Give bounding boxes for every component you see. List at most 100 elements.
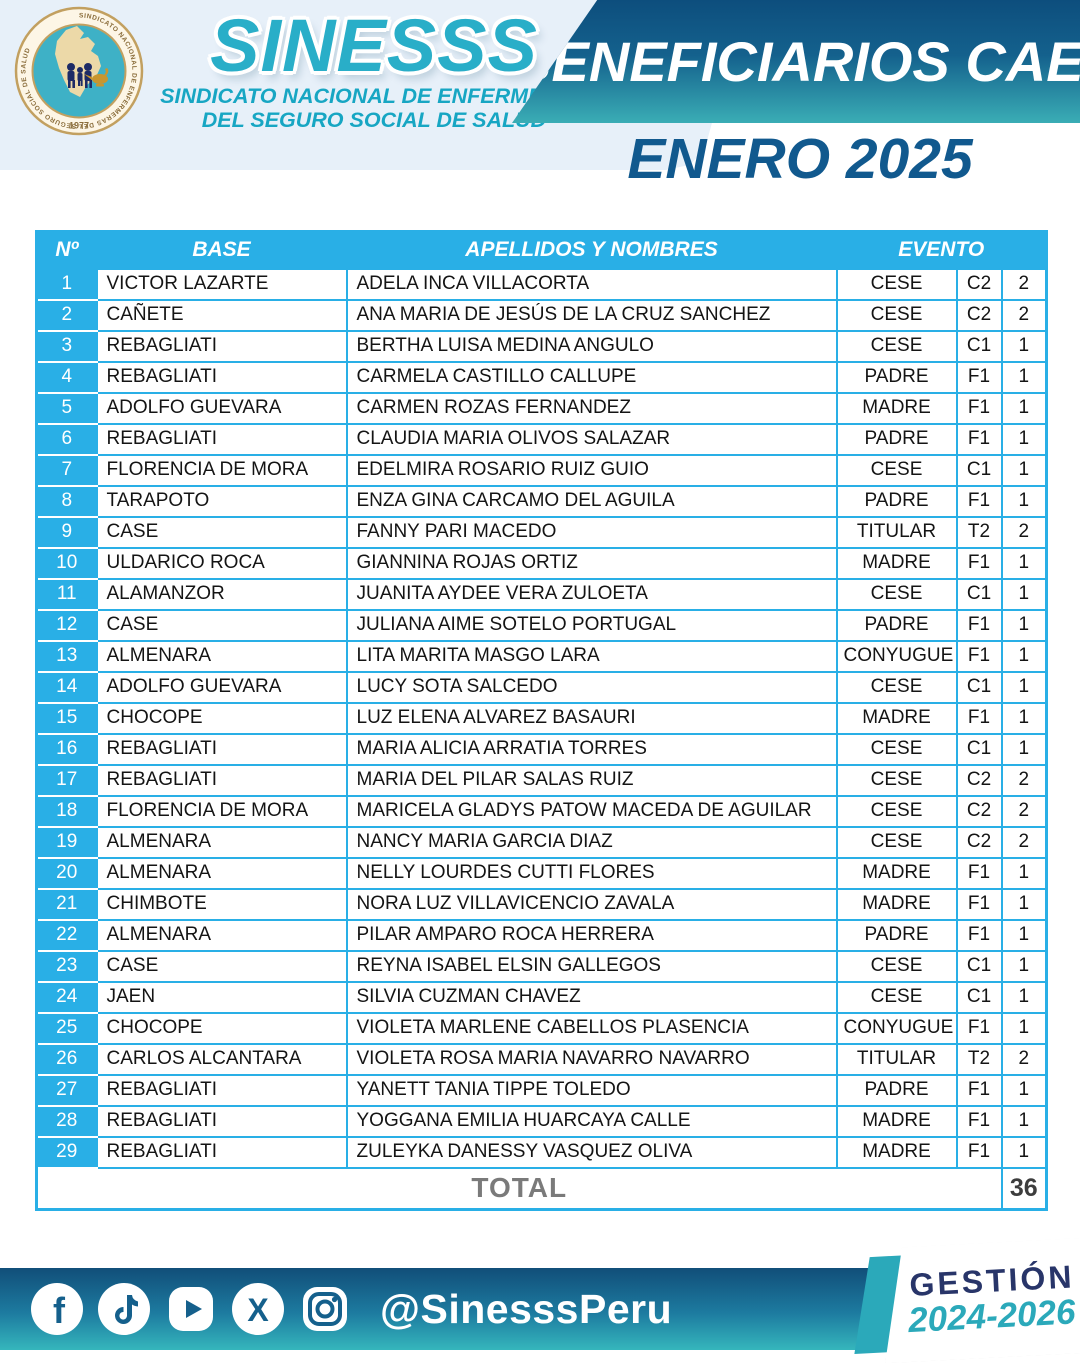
cell-numero: 15	[35, 701, 98, 735]
cell-codigo: F1	[955, 391, 1003, 425]
cell-cantidad: 1	[1000, 980, 1048, 1014]
cell-codigo: F1	[955, 1011, 1003, 1045]
cell-base: ADOLFO GUEVARA	[95, 391, 348, 425]
cell-nombre: CARMEN ROZAS FERNANDEZ	[345, 391, 838, 425]
cell-codigo: C1	[955, 329, 1003, 363]
cell-evento: CESE	[835, 298, 958, 332]
cell-codigo: C2	[955, 794, 1003, 828]
cell-codigo: C2	[955, 298, 1003, 332]
cell-numero: 11	[35, 577, 98, 611]
cell-cantidad: 2	[1000, 267, 1048, 301]
cell-evento: PADRE	[835, 918, 958, 952]
cell-cantidad: 1	[1000, 608, 1048, 642]
cell-codigo: C2	[955, 825, 1003, 859]
cell-cantidad: 1	[1000, 949, 1048, 983]
cell-numero: 28	[35, 1104, 98, 1138]
cell-cantidad: 1	[1000, 484, 1048, 518]
col-header-base: BASE	[95, 230, 348, 270]
table-row: 9 CASE FANNY PARI MACEDO TITULAR T2 2	[35, 515, 1048, 549]
beneficiaries-table-wrap: Nº BASE APELLIDOS Y NOMBRES EVENTO 1 VIC…	[35, 230, 1049, 1211]
social-icons-row: f X	[30, 1282, 352, 1336]
cell-evento: CESE	[835, 732, 958, 766]
cell-base: REBAGLIATI	[95, 422, 348, 456]
cell-base: REBAGLIATI	[95, 732, 348, 766]
cell-evento: TITULAR	[835, 515, 958, 549]
cell-codigo: F1	[955, 546, 1003, 580]
cell-cantidad: 2	[1000, 825, 1048, 859]
cell-base: REBAGLIATI	[95, 360, 348, 394]
cell-evento: MADRE	[835, 391, 958, 425]
cell-cantidad: 1	[1000, 1135, 1048, 1169]
beneficiaries-table: Nº BASE APELLIDOS Y NOMBRES EVENTO 1 VIC…	[35, 230, 1049, 1211]
table-row: 14 ADOLFO GUEVARA LUCY SOTA SALCEDO CESE…	[35, 670, 1048, 704]
cell-cantidad: 2	[1000, 794, 1048, 828]
cell-nombre: NORA LUZ VILLAVICENCIO ZAVALA	[345, 887, 838, 921]
cell-nombre: FANNY PARI MACEDO	[345, 515, 838, 549]
cell-cantidad: 1	[1000, 670, 1048, 704]
banner-title-bar: BENEFICIARIOS CAEE	[512, 0, 1080, 123]
cell-evento: CESE	[835, 825, 958, 859]
cell-cantidad: 1	[1000, 856, 1048, 890]
table-row: 16 REBAGLIATI MARIA ALICIA ARRATIA TORRE…	[35, 732, 1048, 766]
cell-nombre: LUZ ELENA ALVAREZ BASAURI	[345, 701, 838, 735]
cell-numero: 2	[35, 298, 98, 332]
cell-nombre: MARIA ALICIA ARRATIA TORRES	[345, 732, 838, 766]
cell-nombre: ADELA INCA VILLACORTA	[345, 267, 838, 301]
cell-codigo: F1	[955, 918, 1003, 952]
cell-nombre: REYNA ISABEL ELSIN GALLEGOS	[345, 949, 838, 983]
table-row: 24 JAEN SILVIA CUZMAN CHAVEZ CESE C1 1	[35, 980, 1048, 1014]
cell-evento: CESE	[835, 670, 958, 704]
cell-nombre: ZULEYKA DANESSY VASQUEZ OLIVA	[345, 1135, 838, 1169]
cell-numero: 6	[35, 422, 98, 456]
cell-codigo: F1	[955, 484, 1003, 518]
table-row: 5 ADOLFO GUEVARA CARMEN ROZAS FERNANDEZ …	[35, 391, 1048, 425]
table-row: 8 TARAPOTO ENZA GINA CARCAMO DEL AGUILA …	[35, 484, 1048, 518]
cell-numero: 23	[35, 949, 98, 983]
cell-numero: 7	[35, 453, 98, 487]
cell-cantidad: 2	[1000, 515, 1048, 549]
lamp-icon	[84, 68, 109, 87]
cell-evento: CESE	[835, 453, 958, 487]
table-row: 26 CARLOS ALCANTARA VIOLETA ROSA MARIA N…	[35, 1042, 1048, 1076]
cell-nombre: EDELMIRA ROSARIO RUIZ GUIO	[345, 453, 838, 487]
table-row: 22 ALMENARA PILAR AMPARO ROCA HERRERA PA…	[35, 918, 1048, 952]
cell-codigo: F1	[955, 608, 1003, 642]
cell-codigo: F1	[955, 1104, 1003, 1138]
cell-nombre: NELLY LOURDES CUTTI FLORES	[345, 856, 838, 890]
cell-numero: 4	[35, 360, 98, 394]
org-name-line2: DEL SEGURO SOCIAL DE SALUD	[201, 108, 547, 133]
cell-evento: CONYUGUE	[835, 639, 958, 673]
cell-codigo: F1	[955, 360, 1003, 394]
cell-base: ALAMANZOR	[95, 577, 348, 611]
cell-evento: CESE	[835, 329, 958, 363]
cell-base: JAEN	[95, 980, 348, 1014]
cell-evento: TITULAR	[835, 1042, 958, 1076]
cell-codigo: C2	[955, 763, 1003, 797]
cell-codigo: C2	[955, 267, 1003, 301]
cell-numero: 26	[35, 1042, 98, 1076]
cell-numero: 25	[35, 1011, 98, 1045]
cell-codigo: C1	[955, 949, 1003, 983]
cell-base: REBAGLIATI	[95, 1104, 348, 1138]
cell-cantidad: 1	[1000, 918, 1048, 952]
cell-cantidad: 1	[1000, 546, 1048, 580]
cell-base: REBAGLIATI	[95, 1073, 348, 1107]
table-header-row: Nº BASE APELLIDOS Y NOMBRES EVENTO	[35, 230, 1048, 270]
col-header-evento: EVENTO	[835, 230, 1048, 270]
x-icon: X	[232, 1283, 284, 1335]
table-row: 28 REBAGLIATI YOGGANA EMILIA HUARCAYA CA…	[35, 1104, 1048, 1138]
tiktok-icon	[98, 1283, 150, 1335]
cell-nombre: LITA MARITA MASGO LARA	[345, 639, 838, 673]
cell-evento: CESE	[835, 267, 958, 301]
cell-codigo: F1	[955, 856, 1003, 890]
svg-text:X: X	[247, 1292, 269, 1328]
cell-numero: 27	[35, 1073, 98, 1107]
cell-base: FLORENCIA DE MORA	[95, 453, 348, 487]
cell-evento: CESE	[835, 949, 958, 983]
cell-numero: 21	[35, 887, 98, 921]
table-row: 13 ALMENARA LITA MARITA MASGO LARA CONYU…	[35, 639, 1048, 673]
cell-codigo: F1	[955, 701, 1003, 735]
cell-codigo: F1	[955, 1073, 1003, 1107]
gestion-panel: GESTIÓN 2024-2026	[879, 1238, 1080, 1363]
cell-codigo: T2	[955, 1042, 1003, 1076]
